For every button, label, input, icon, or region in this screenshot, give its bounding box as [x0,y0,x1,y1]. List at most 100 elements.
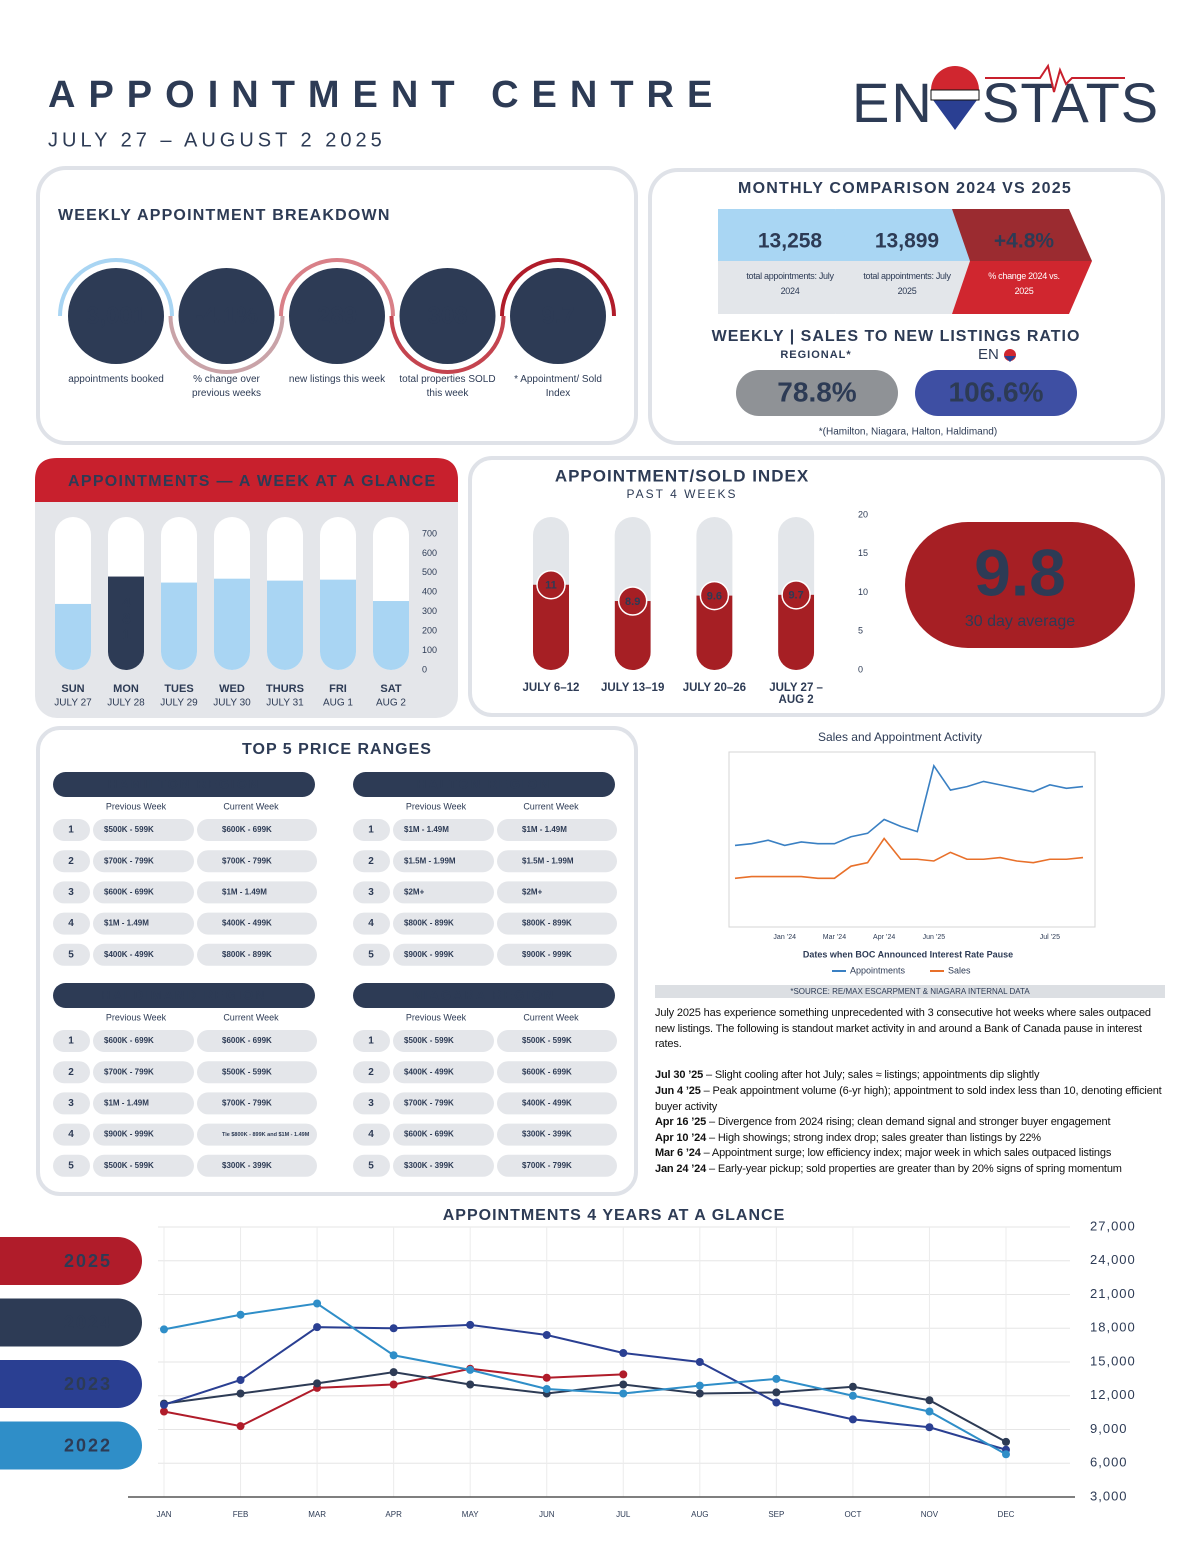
x-tick-label: MAR [308,1510,326,1519]
rank: 5 [68,949,74,960]
cell: $500K - 599K [104,1161,154,1170]
chevron-top [835,209,975,261]
y-tick-label: 3,000 [1090,1488,1128,1503]
panel-title: APPOINTMENT/SOLD INDEX [555,466,809,485]
x-tick-label: OCT [844,1510,861,1519]
y-tick-label: 21,000 [1090,1286,1136,1301]
cell-pill [93,1030,194,1052]
region-name: NIAGARA REGION [412,987,555,1002]
cell: $700K - 799K [104,1067,154,1076]
value-label: 481 [118,595,135,643]
event-date: Mar 6 ’24 [655,1147,701,1160]
stat-label: % change over previous weeks [192,374,261,399]
cell: Tie $800K - 899K and $1M - 1.49M [222,1132,310,1138]
x-tick-label: MAY [462,1510,479,1519]
event-text: – Slight cooling after hot July; sales ≈… [703,1069,1040,1082]
y-tick-label: 15 [858,548,868,558]
x-axis-label: Dates when BOC Announced Interest Rate P… [803,949,1013,959]
point [236,1389,245,1398]
series-line [734,763,1084,847]
point [160,1407,168,1416]
x-tick-sublabel: JULY 31 [266,698,304,709]
x-tick-label: JUL [616,1510,631,1519]
x-tick-label: Jun ’25 [923,934,946,941]
legend-pill [0,1237,142,1285]
rank: 5 [68,1160,74,1171]
ratio-value: 78.8% [777,376,856,407]
cell: $600K - 699K [222,1036,272,1045]
point [389,1324,398,1333]
point [925,1396,934,1405]
x-tick-sublabel: JULY 27 [54,698,92,709]
y-tick-label: 24,000 [1090,1252,1136,1267]
y-tick-label: 20 [858,509,868,519]
point [542,1331,551,1339]
event: Apr 16 ’25 – Divergence from 2024 rising… [655,1115,1167,1131]
panel-title: TOP 5 PRICE RANGES [242,741,432,758]
column-label: Previous Week [406,1012,467,1022]
cell: $900K - 999K [522,950,572,959]
point [772,1398,781,1407]
y-tick-label: 300 [422,606,437,616]
event-text: – Appointment surge; low efficiency inde… [700,1147,1112,1160]
average-label: 30 day average [965,613,1075,630]
chart-title: Sales and Appointment Activity [818,730,982,744]
chevron-top [718,209,858,261]
event: Jun 4 ’25 – Peak appointment volume (6-y… [655,1084,1167,1115]
cell-pill [393,881,494,904]
x-tick-label: WED [219,683,245,695]
event-text: – Early-year pickup; sold properties are… [706,1162,1122,1175]
month-label: % change 2024 vs. 2025 [988,271,1060,296]
x-tick-label: FEB [233,1510,249,1519]
rank-pill [53,850,90,873]
region-name: HAMILTON REGION [108,776,260,791]
legend-label: 2025 [64,1251,112,1271]
rank-pill [353,1092,390,1115]
intro: July 2025 has experience something unpre… [655,1007,1151,1051]
cell-pill [497,912,617,935]
point [848,1391,857,1400]
point [313,1299,322,1308]
event: Apr 10 ’24 – High showings; strong index… [655,1131,1167,1147]
legend-pill [0,1421,142,1470]
month-label: total appointments: July 2024 [746,271,834,296]
column-label: Previous Week [406,801,467,811]
stat-label: * Appointment/ Sold Index [514,374,602,399]
cell: $700K - 799K [222,856,272,865]
bar [267,580,303,670]
column-label: Current Week [223,1012,279,1022]
cell: $600K - 699K [404,1130,454,1139]
rank: 1 [368,825,374,836]
point [160,1400,168,1409]
cell-pill [393,1061,494,1084]
rank-pill [353,850,390,873]
rank-pill [353,819,390,841]
rank: 4 [68,1129,74,1140]
cell: $400K - 499K [104,950,154,959]
rank: 4 [368,918,374,929]
stat-value: 308 [427,302,467,329]
x-tick-label: THURS [266,683,304,695]
y-tick-label: 100 [422,645,437,655]
value-label: 11 [545,580,557,592]
cell-pill [93,881,194,904]
y-tick-label: 600 [422,548,437,558]
cell: $900K - 999K [404,950,454,959]
stat-value: 289 [317,302,357,329]
point [389,1380,398,1389]
cell-pill [93,819,194,841]
ratio-pill [736,370,898,416]
x-tick-label: Jan ’24 [773,934,796,941]
point [772,1374,781,1383]
cell-pill [197,819,317,841]
rank-pill [353,912,390,935]
y-tick-label: 5 [858,626,863,636]
ratio-value: 106.6% [949,376,1044,407]
y-tick-label: 400 [422,587,437,597]
regional-label: REGIONAL* [780,349,851,361]
x-tick-label: NOV [921,1510,939,1519]
cell: $300K - 399K [222,1161,272,1170]
x-tick-sublabel: AUG 2 [376,698,406,709]
cell-pill [393,1030,494,1052]
rank-pill [53,881,90,904]
